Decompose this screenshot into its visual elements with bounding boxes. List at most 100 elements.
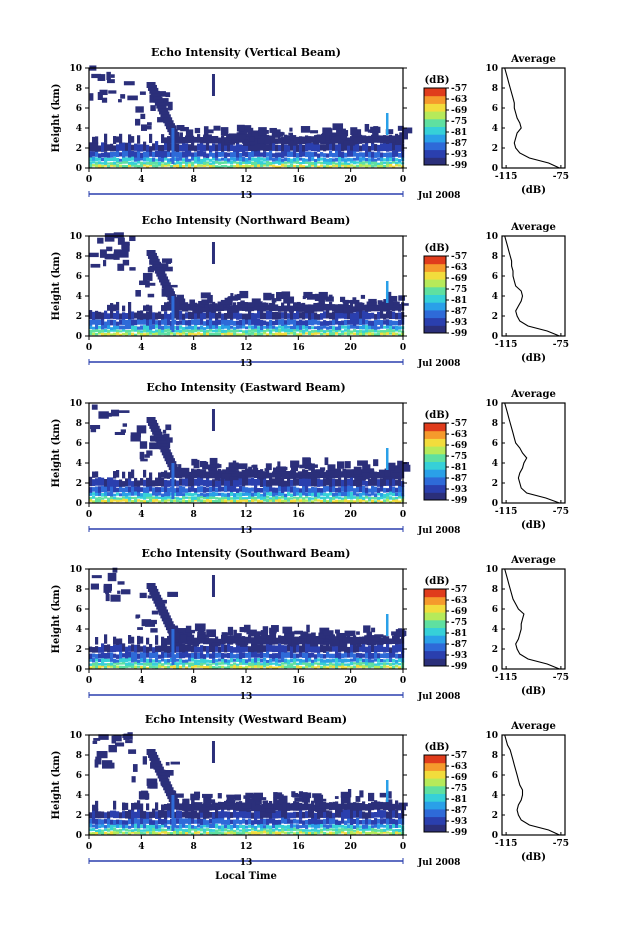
colorbar-swatch [424,808,446,818]
colorbar-tick-label: -57 [451,751,467,761]
colorbar-tick-label: -99 [451,662,467,672]
colorbar-tick-label: -87 [451,139,467,149]
day-label: 13 [240,191,253,201]
profile-frame [501,67,566,169]
colorbar-tick-label: -63 [451,430,467,440]
x-tick-label: 4 [138,510,144,520]
x-tick-label: 20 [344,175,357,185]
x-tick-label: 4 [138,343,144,353]
colorbar-swatch [424,134,446,143]
profile-title: Average [510,54,556,65]
colorbar-tick-label: -63 [451,263,467,273]
profile-y-tick-label: 2 [492,312,498,322]
colorbar-swatch [424,126,446,135]
y-tick-label: 0 [76,164,82,174]
y-tick-label: 6 [76,272,82,282]
y-tick-label: 6 [76,439,82,449]
profile-x-tick-label: -75 [553,839,569,849]
y-tick-label: 2 [76,312,82,322]
panel-title: Echo Intensity (Southward Beam) [142,547,351,560]
profile-y-tick-label: 0 [492,499,498,509]
y-tick-label: 10 [69,399,82,409]
colorbar-tick-label: -93 [451,817,467,827]
colorbar-tick-label: -75 [451,285,467,295]
echo-heatmap [89,404,411,503]
y-axis-label: Height (km) [51,751,62,820]
colorbar: -57-63-69-75-81-87-93-99 [423,84,467,171]
y-tick-label: 4 [76,459,82,469]
colorbar-tick-label: -57 [451,419,467,429]
x-tick-label: 8 [191,510,197,520]
x-tick-label: 16 [292,510,305,520]
echo-heatmap [89,232,409,336]
x-tick-label: 0 [86,510,92,520]
profile-title: Average [510,555,556,566]
colorbar-tick-label: -63 [451,95,467,105]
echo-heatmap [89,65,413,168]
profile-y-tick-label: 6 [492,605,498,615]
profile-title: Average [510,222,556,233]
x-tick-label: 12 [240,343,253,353]
y-axis-label: Height (km) [51,252,62,321]
panel-4: Echo Intensity (Southward Beam) 0 2 4 6 8 10 0 4… [51,547,569,702]
colorbar-swatch [424,770,446,779]
x-tick-label: 0 [86,842,92,852]
colorbar-swatch [424,619,446,628]
colorbar-tick-label: -99 [451,161,467,171]
profile-x-tick-label: -75 [553,340,569,350]
colorbar-tick-label: -99 [451,496,467,506]
profile-y-tick-label: 6 [492,439,498,449]
profile-y-tick-label: 2 [492,645,498,655]
echo-heatmap [89,732,408,835]
y-tick-label: 6 [76,771,82,781]
colorbar-swatch [424,642,446,652]
profile-frame [501,235,566,337]
colorbar-swatch [424,103,446,112]
y-axis-label: Height (km) [51,84,62,153]
colorbar-swatch [424,256,446,265]
colorbar-swatch [424,785,446,794]
colorbar-tick-label: -69 [451,607,467,617]
colorbar-tick-label: -87 [451,474,467,484]
profile-y-tick-label: 6 [492,272,498,282]
colorbar-tick-label: -75 [451,452,467,462]
colorbar-swatch [424,824,446,833]
profile-x-tick-label: -115 [495,839,518,849]
colorbar-tick-label: -87 [451,640,467,650]
profile-y-tick-label: 8 [492,84,498,94]
y-tick-label: 10 [69,565,82,575]
y-tick-label: 0 [76,665,82,675]
profile-frame [501,734,566,836]
profile-y-tick-label: 6 [492,771,498,781]
colorbar-swatch [424,762,446,771]
colorbar-swatch [424,438,446,447]
x-tick-label: 0 [86,676,92,686]
x-tick-label: 4 [138,842,144,852]
x-tick-label: 0 [86,343,92,353]
y-tick-label: 4 [76,791,82,801]
y-tick-label: 2 [76,811,82,821]
colorbar-frame [423,255,447,334]
profile-y-tick-label: 0 [492,332,498,342]
colorbar-swatch [424,461,446,470]
x-axis-label: Local Time [215,871,277,882]
colorbar-swatch [424,271,446,280]
colorbar-swatch [424,778,446,787]
colorbar-tick-label: -75 [451,784,467,794]
day-label: 13 [240,526,253,536]
profile-title: Average [510,721,556,732]
profile-y-tick-label: 8 [492,751,498,761]
profile-x-tick-label: -115 [495,340,518,350]
average-profile: Average 0 2 4 6 8 10 -115 -75 (dB) [485,54,569,196]
profile-line [504,67,560,169]
colorbar-swatch [424,279,446,288]
profile-x-label: (dB) [521,185,546,196]
panel-3: Echo Intensity (Eastward Beam) 0 2 4 6 8 10 0 4 8… [51,381,569,536]
profile-y-tick-label: 4 [492,459,498,469]
colorbar-tick-label: -93 [451,651,467,661]
profile-y-tick-label: 4 [492,292,498,302]
y-tick-label: 0 [76,332,82,342]
profile-line [504,235,560,337]
colorbar-tick-label: -69 [451,441,467,451]
